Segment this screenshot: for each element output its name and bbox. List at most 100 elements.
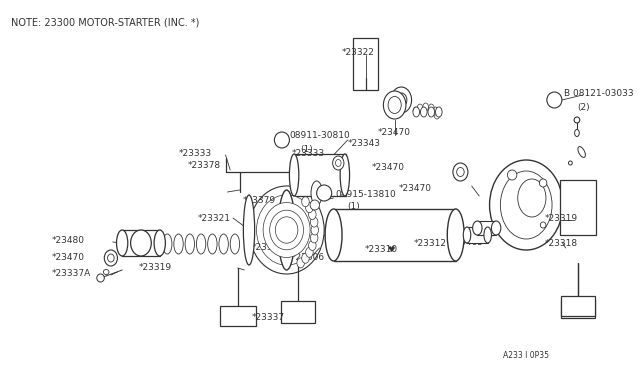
Ellipse shape xyxy=(275,217,298,243)
Text: *23470: *23470 xyxy=(52,253,84,263)
Ellipse shape xyxy=(131,230,151,256)
Ellipse shape xyxy=(423,103,428,111)
Text: *23337: *23337 xyxy=(252,314,284,323)
Ellipse shape xyxy=(490,160,563,250)
Ellipse shape xyxy=(417,104,423,112)
Text: 08915-13810: 08915-13810 xyxy=(335,189,396,199)
Text: B 08121-03033: B 08121-03033 xyxy=(564,89,634,97)
Ellipse shape xyxy=(207,234,217,254)
Ellipse shape xyxy=(257,195,317,265)
Ellipse shape xyxy=(311,181,323,205)
Ellipse shape xyxy=(301,253,309,263)
Ellipse shape xyxy=(484,227,492,243)
Ellipse shape xyxy=(297,258,305,268)
Bar xyxy=(294,154,346,196)
Ellipse shape xyxy=(333,156,344,170)
Circle shape xyxy=(547,92,562,108)
Ellipse shape xyxy=(540,222,546,228)
Ellipse shape xyxy=(500,171,552,239)
Ellipse shape xyxy=(219,234,228,254)
Text: (2): (2) xyxy=(577,103,589,112)
Text: *23321: *23321 xyxy=(197,214,230,222)
Ellipse shape xyxy=(391,87,412,113)
Bar xyxy=(477,221,496,235)
Circle shape xyxy=(275,132,289,148)
Ellipse shape xyxy=(340,154,349,196)
Text: *23310: *23310 xyxy=(365,246,397,254)
Ellipse shape xyxy=(578,147,586,157)
Ellipse shape xyxy=(163,234,172,254)
Ellipse shape xyxy=(420,107,427,117)
Text: *23337A: *23337A xyxy=(52,269,91,279)
Text: *23480: *23480 xyxy=(52,235,84,244)
Ellipse shape xyxy=(269,210,303,250)
Ellipse shape xyxy=(308,209,316,219)
Ellipse shape xyxy=(436,107,442,117)
Text: M: M xyxy=(321,190,327,196)
Bar xyxy=(353,38,378,90)
Text: B: B xyxy=(552,97,557,103)
Text: ♥: ♥ xyxy=(387,246,395,254)
Ellipse shape xyxy=(306,203,313,213)
Ellipse shape xyxy=(457,167,464,176)
Ellipse shape xyxy=(104,269,109,275)
Text: *23319: *23319 xyxy=(545,214,578,222)
Ellipse shape xyxy=(428,104,434,112)
Text: (1): (1) xyxy=(348,202,360,211)
Text: *23322: *23322 xyxy=(342,48,374,57)
Ellipse shape xyxy=(383,91,406,119)
Bar xyxy=(560,180,596,235)
Ellipse shape xyxy=(540,179,547,187)
Ellipse shape xyxy=(413,107,419,115)
Ellipse shape xyxy=(185,234,195,254)
Ellipse shape xyxy=(428,107,435,117)
Text: *23470: *23470 xyxy=(399,183,431,192)
Ellipse shape xyxy=(388,96,401,113)
Ellipse shape xyxy=(301,197,309,207)
Text: NOTE: 23300 MOTOR-STARTER (INC. *): NOTE: 23300 MOTOR-STARTER (INC. *) xyxy=(12,17,200,27)
Text: *23470: *23470 xyxy=(372,163,405,171)
Ellipse shape xyxy=(453,163,468,181)
Text: A233 I 0P35: A233 I 0P35 xyxy=(502,350,548,359)
Ellipse shape xyxy=(249,186,324,274)
Text: *23318: *23318 xyxy=(545,240,578,248)
Text: *23319: *23319 xyxy=(139,263,172,272)
Text: *23312: *23312 xyxy=(413,240,447,248)
Bar xyxy=(220,306,255,326)
Text: (1): (1) xyxy=(301,144,314,154)
Ellipse shape xyxy=(335,160,341,167)
Ellipse shape xyxy=(196,234,206,254)
Ellipse shape xyxy=(108,254,114,262)
Ellipse shape xyxy=(433,107,438,115)
Ellipse shape xyxy=(396,93,407,107)
Bar xyxy=(122,230,160,256)
Text: *23465: *23465 xyxy=(451,237,484,247)
Ellipse shape xyxy=(518,179,546,217)
Text: 08911-30810: 08911-30810 xyxy=(289,131,350,140)
Ellipse shape xyxy=(308,240,316,250)
Ellipse shape xyxy=(116,230,128,256)
Text: *23343: *23343 xyxy=(348,138,381,148)
Ellipse shape xyxy=(447,209,464,261)
Ellipse shape xyxy=(97,274,104,282)
Ellipse shape xyxy=(574,117,580,123)
Ellipse shape xyxy=(473,221,482,235)
Ellipse shape xyxy=(325,209,342,261)
Text: N: N xyxy=(279,137,285,143)
Ellipse shape xyxy=(310,233,318,243)
Ellipse shape xyxy=(492,221,501,235)
Ellipse shape xyxy=(508,170,517,180)
Text: *23333: *23333 xyxy=(291,148,324,157)
Text: *23470: *23470 xyxy=(378,128,411,137)
Ellipse shape xyxy=(310,200,319,210)
Ellipse shape xyxy=(263,202,310,257)
Circle shape xyxy=(317,185,332,201)
Text: *23378: *23378 xyxy=(188,160,221,170)
Ellipse shape xyxy=(230,234,239,254)
Ellipse shape xyxy=(463,227,471,243)
Ellipse shape xyxy=(174,234,183,254)
Ellipse shape xyxy=(243,195,255,265)
Ellipse shape xyxy=(568,161,572,165)
Ellipse shape xyxy=(413,107,420,117)
Bar xyxy=(281,301,315,323)
